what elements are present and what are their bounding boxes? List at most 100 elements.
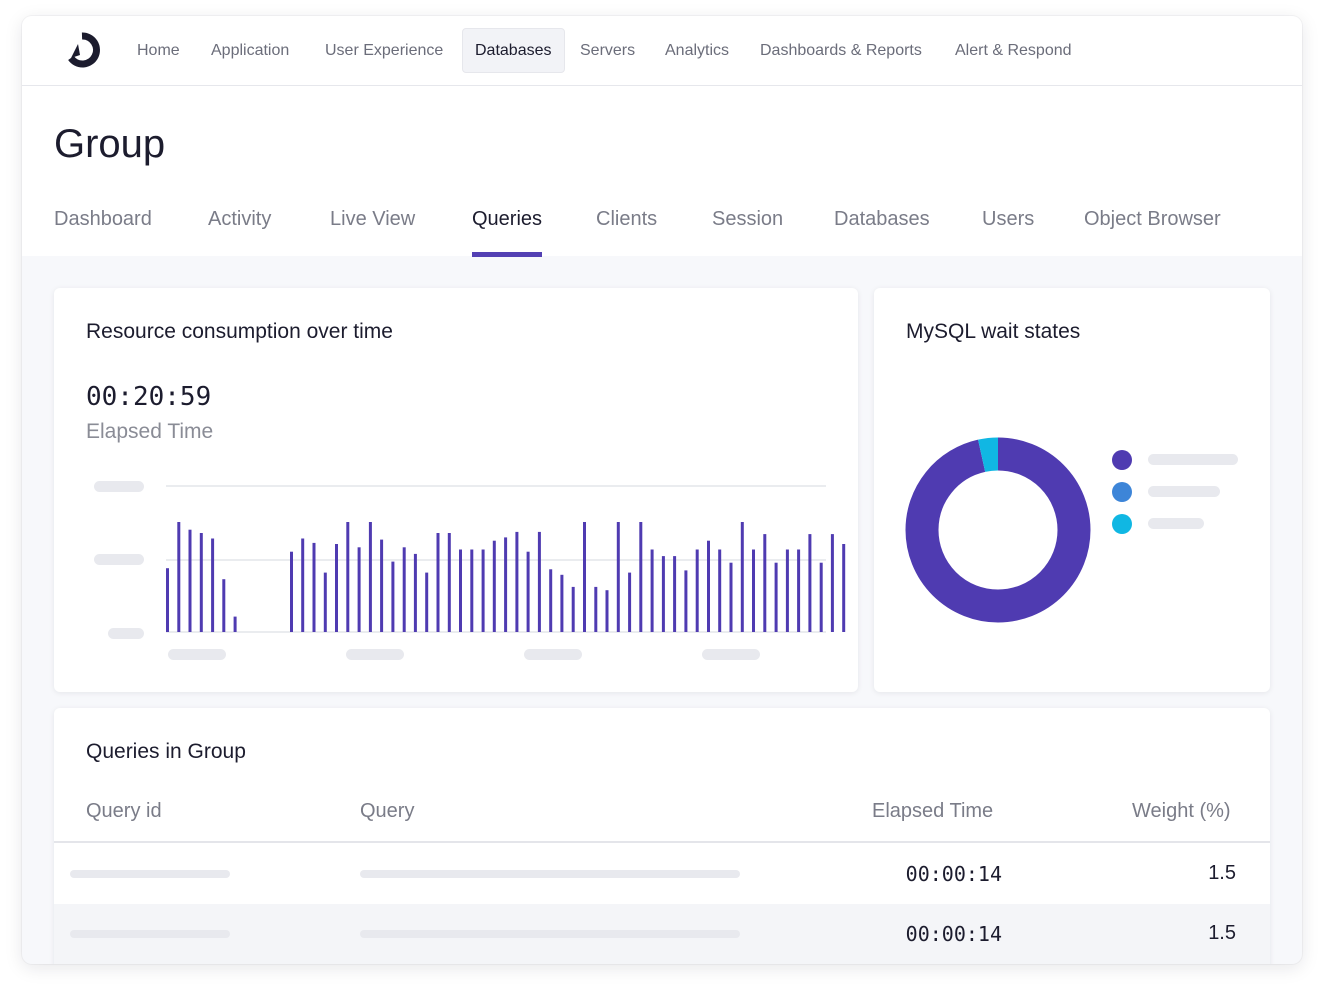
chart-bar <box>380 539 384 632</box>
chart-bar <box>199 533 203 632</box>
legend-dot-purple <box>1112 450 1132 470</box>
chart-bar <box>492 540 496 632</box>
donut-slice <box>905 437 1091 623</box>
legend-label-placeholder <box>1148 454 1238 465</box>
chart-bar <box>222 579 226 632</box>
chart-bar <box>673 556 677 632</box>
chart-bar <box>166 568 169 632</box>
nav-analytics[interactable]: Analytics <box>665 42 730 59</box>
chart-bar <box>707 540 710 632</box>
x-tick-placeholder <box>702 649 760 660</box>
chart-bar <box>560 574 564 632</box>
x-tick-placeholder <box>524 649 582 660</box>
chart-bar <box>571 586 575 632</box>
tab-databases[interactable]: Databases <box>834 208 930 230</box>
legend-label-placeholder <box>1148 486 1220 497</box>
chart-bar <box>763 534 767 632</box>
chart-bar <box>436 533 440 632</box>
chart-bar <box>594 586 598 632</box>
chart-bar <box>357 547 361 632</box>
elapsed-time-cell: 00:00:14 <box>905 862 1002 886</box>
tab-clients[interactable]: Clients <box>596 208 658 230</box>
chart-bar <box>312 542 316 632</box>
chart-bar <box>233 616 237 632</box>
chart-bar <box>819 562 823 632</box>
chart-bar <box>470 549 474 632</box>
legend-label-placeholder <box>1148 518 1204 529</box>
query-text-placeholder <box>360 870 740 878</box>
wait-states-donut-chart <box>905 437 1091 623</box>
y-tick-placeholder <box>108 628 144 639</box>
page-title: Group <box>54 122 166 166</box>
chart-bar <box>301 538 305 632</box>
nav-alert-respond[interactable]: Alert & Respond <box>955 42 1072 59</box>
chart-bar <box>661 556 665 632</box>
tab-users[interactable]: Users <box>982 208 1035 230</box>
tab-live-view[interactable]: Live View <box>330 208 416 230</box>
tab-session[interactable]: Session <box>712 208 784 230</box>
chart-bar <box>740 522 744 632</box>
table-row[interactable]: 00:00:14 1.5 <box>54 904 1270 964</box>
chart-bar <box>797 549 801 632</box>
column-header-query[interactable]: Query <box>360 800 415 822</box>
nav-application[interactable]: Application <box>211 42 290 59</box>
chart-bar <box>413 553 417 632</box>
nav-home[interactable]: Home <box>137 42 180 59</box>
chart-bar <box>447 533 451 632</box>
chart-bar <box>481 549 485 632</box>
chart-bar <box>650 549 654 632</box>
table-row[interactable]: 00:00:14 1.5 <box>54 844 1270 904</box>
wait-states-card: MySQL wait states <box>874 288 1270 692</box>
chart-bar <box>290 551 293 632</box>
chart-bar <box>549 569 553 632</box>
header-divider <box>54 841 1270 843</box>
donut-slice <box>905 437 1091 623</box>
chart-bar <box>628 572 632 632</box>
wait-states-title: MySQL wait states <box>906 320 1081 343</box>
chart-bar <box>323 572 327 632</box>
query-id-placeholder <box>70 930 230 938</box>
chart-bar <box>515 531 519 632</box>
chart-bar <box>808 534 812 632</box>
chart-bar <box>537 531 541 632</box>
chart-bar <box>504 537 508 632</box>
nav-user-experience[interactable]: User Experience <box>325 42 444 59</box>
tab-queries[interactable]: Queries <box>472 208 543 257</box>
app-window: Home Application User Experience Databas… <box>22 16 1302 964</box>
column-header-query-id[interactable]: Query id <box>86 800 162 822</box>
page-header: Group Dashboard Activity Live View Queri… <box>22 86 1302 257</box>
elapsed-time-label: Elapsed Time <box>86 420 214 443</box>
queries-table-card: Queries in Group Query id Query Elapsed … <box>54 708 1270 964</box>
elapsed-time-value: 00:20:59 <box>86 382 212 412</box>
nav-dashboards-reports[interactable]: Dashboards & Reports <box>760 42 922 59</box>
chart-bar <box>830 534 834 632</box>
legend-dot-blue <box>1112 482 1132 502</box>
chart-bar <box>211 538 215 632</box>
chart-bar <box>684 570 688 632</box>
resource-consumption-card: Resource consumption over time 00:20:59 … <box>54 288 858 692</box>
elapsed-time-cell: 00:00:14 <box>905 922 1002 946</box>
chart-bar <box>391 561 395 632</box>
column-header-elapsed-time[interactable]: Elapsed Time <box>872 800 994 822</box>
chart-bar <box>639 522 643 632</box>
chart-bar <box>335 544 338 632</box>
chart-bar <box>605 590 609 632</box>
column-header-weight[interactable]: Weight (%) <box>1132 800 1231 822</box>
weight-cell: 1.5 <box>1208 922 1236 944</box>
y-tick-placeholder <box>94 554 144 565</box>
nav-servers[interactable]: Servers <box>580 42 636 59</box>
tab-object-browser[interactable]: Object Browser <box>1084 208 1221 230</box>
x-tick-placeholder <box>346 649 404 660</box>
chart-bar <box>616 522 620 632</box>
tab-dashboard[interactable]: Dashboard <box>54 208 152 230</box>
tab-activity[interactable]: Activity <box>208 208 272 230</box>
resource-bar-chart <box>166 485 846 633</box>
chart-bar <box>346 522 350 632</box>
chart-bar <box>695 549 699 632</box>
brand-logo-icon[interactable] <box>62 30 102 70</box>
chart-bar <box>425 572 429 632</box>
nav-databases[interactable]: Databases <box>462 28 565 73</box>
x-tick-placeholder <box>168 649 226 660</box>
chart-bar <box>752 549 755 632</box>
chart-bar <box>718 549 722 632</box>
